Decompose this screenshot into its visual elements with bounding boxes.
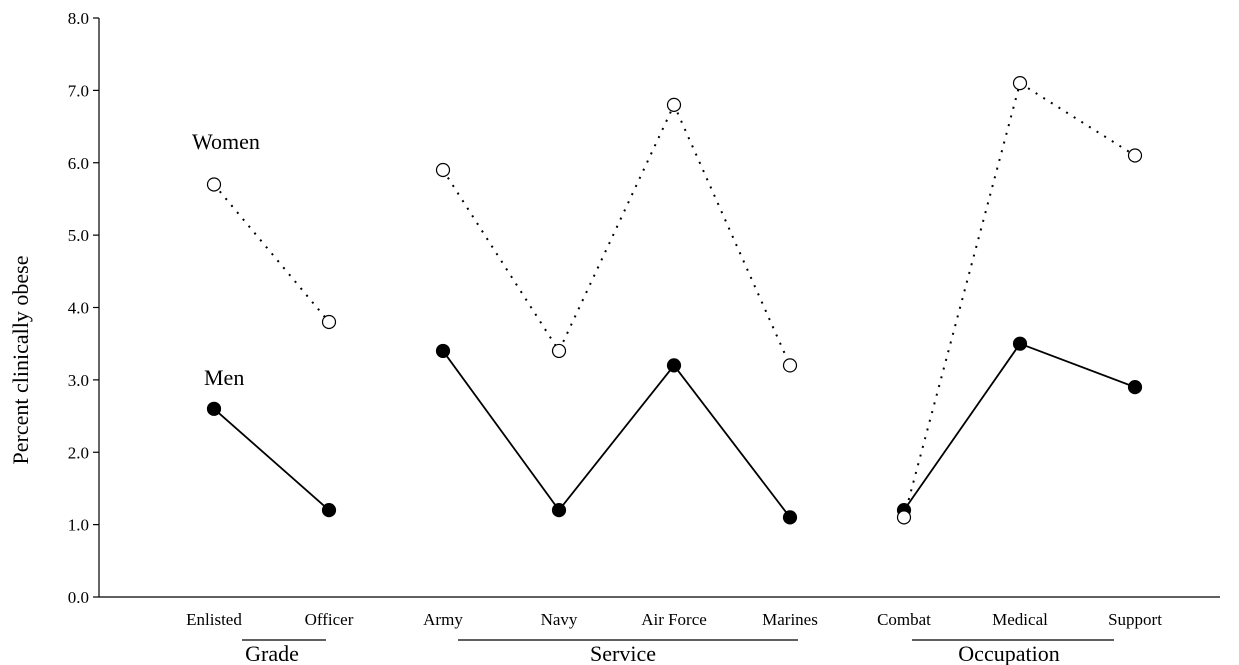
y-ticks: 0.0 1.0 2.0 3.0 4.0 5.0 6.0 7.0 8.0 — [68, 9, 99, 607]
category-label: Medical — [992, 610, 1048, 629]
women-data-point — [551, 343, 567, 359]
women-data-point — [321, 314, 337, 330]
men-data-point — [666, 358, 682, 373]
men-annotation: Men — [204, 365, 244, 390]
women-series-line — [903, 81, 1136, 518]
group-label: Grade — [245, 641, 299, 665]
group-label: Occupation — [958, 641, 1059, 665]
group-labels: Grade Service Occupation — [242, 639, 1114, 665]
category-label: Support — [1108, 610, 1162, 629]
y-tick-label: 7.0 — [68, 81, 89, 100]
men-data-point — [1127, 380, 1143, 395]
category-labels: Enlisted Officer Army Navy Air Force Marines C… — [186, 610, 1162, 629]
category-label: Navy — [541, 610, 578, 629]
category-label: Marines — [762, 610, 818, 629]
series-points — [206, 76, 1143, 525]
y-axis-label: Percent clinically obese — [8, 256, 33, 465]
y-tick-label: 8.0 — [68, 9, 89, 28]
men-series-line — [903, 342, 1136, 511]
men-data-point — [206, 401, 222, 416]
women-data-point — [206, 177, 222, 192]
women-data-point — [666, 97, 682, 112]
women-annotation: Women — [192, 129, 260, 154]
y-tick-label: 2.0 — [68, 443, 89, 462]
men-data-point — [782, 510, 798, 525]
men-data-point — [1012, 336, 1028, 351]
group-label: Service — [590, 641, 656, 665]
women-data-point — [896, 510, 912, 525]
series-annotations: Women Men — [192, 129, 260, 390]
y-tick-label: 1.0 — [68, 516, 89, 535]
men-data-point — [435, 343, 451, 359]
y-tick-label: 6.0 — [68, 154, 89, 173]
category-label: Army — [423, 610, 463, 629]
y-tick-label: 4.0 — [68, 299, 89, 318]
y-tick-label: 0.0 — [68, 588, 89, 607]
women-data-point — [1127, 148, 1143, 163]
y-tick-label: 5.0 — [68, 226, 89, 245]
series-lines — [213, 81, 1136, 518]
category-label: Air Force — [641, 610, 707, 629]
men-series-line — [442, 350, 791, 518]
men-data-point — [321, 503, 337, 518]
category-label: Officer — [305, 610, 354, 629]
women-data-point — [782, 358, 798, 373]
men-data-point — [551, 503, 567, 518]
women-series-line — [442, 102, 791, 366]
y-tick-label: 3.0 — [68, 371, 89, 390]
men-series-line — [213, 408, 330, 511]
women-data-point — [435, 162, 451, 178]
women-series-line — [213, 183, 330, 323]
axes — [98, 18, 1220, 598]
category-label: Combat — [877, 610, 931, 629]
category-label: Enlisted — [186, 610, 242, 629]
women-data-point — [1012, 76, 1028, 91]
